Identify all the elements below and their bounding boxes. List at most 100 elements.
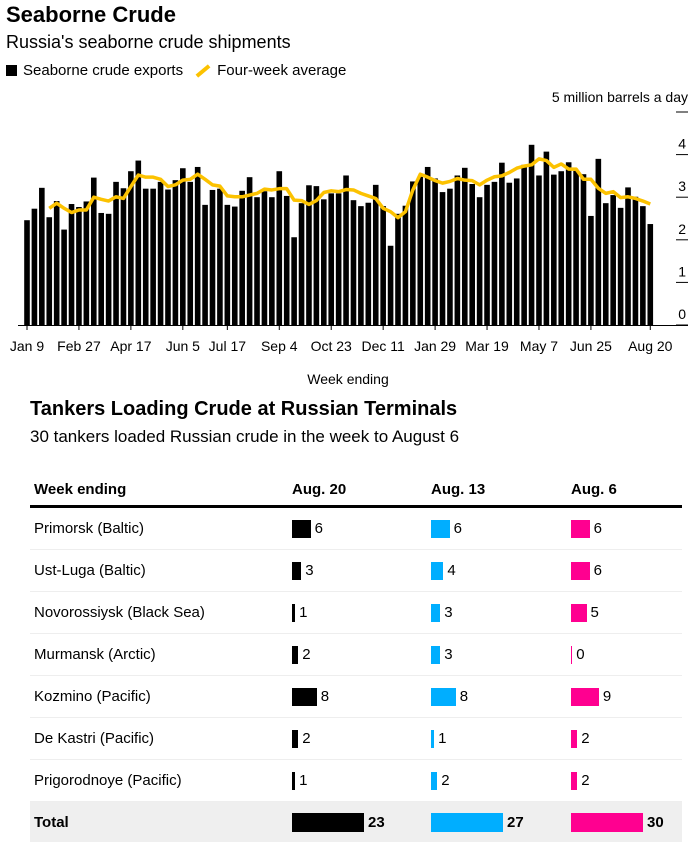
value-bar <box>431 729 435 748</box>
value-cell: 1 <box>292 591 431 634</box>
bar <box>491 181 498 325</box>
table-row: De Kastri (Pacific) 2 1 2 <box>30 717 682 760</box>
value-cell: 3 <box>431 591 571 634</box>
bar <box>580 174 587 325</box>
value-cell: 0 <box>571 633 682 676</box>
terminal-label: Total <box>30 801 292 842</box>
bar <box>358 206 364 325</box>
bar <box>647 224 654 325</box>
value-cell: 30 <box>571 801 682 842</box>
bar <box>595 158 602 325</box>
bar <box>246 177 253 325</box>
bar <box>313 186 320 325</box>
bar <box>269 197 275 325</box>
bar <box>261 191 268 325</box>
header-aug-13: Aug. 13 <box>431 473 571 508</box>
value-bar <box>292 519 311 538</box>
bar <box>461 167 468 325</box>
bar <box>513 178 520 325</box>
bar <box>602 203 609 325</box>
bar <box>217 188 223 325</box>
value-bar <box>292 729 299 748</box>
x-axis-label: Week ending <box>307 371 388 387</box>
terminal-label: Primorsk (Baltic) <box>30 506 292 550</box>
terminal-label: Novorossiysk (Black Sea) <box>30 591 292 634</box>
table-title: Tankers Loading Crude at Russian Termina… <box>30 398 458 420</box>
value-label: 2 <box>581 730 590 747</box>
bar <box>39 187 45 325</box>
bar <box>424 166 431 325</box>
bar <box>98 212 104 325</box>
legend-bars-label: Seaborne crude exports <box>23 62 184 79</box>
bar <box>625 187 631 325</box>
table-row: Murmansk (Arctic) 2 3 0 <box>30 633 682 676</box>
value-bar <box>292 645 299 664</box>
value-bar <box>431 603 441 622</box>
value-label: 3 <box>444 604 453 621</box>
terminal-label: Ust-Luga (Baltic) <box>30 549 292 592</box>
value-label: 2 <box>581 772 590 789</box>
value-cell: 3 <box>292 549 431 592</box>
value-bar <box>571 519 590 538</box>
bar <box>254 197 260 325</box>
value-cell: 2 <box>292 633 431 676</box>
bar <box>558 171 565 325</box>
bar <box>231 206 238 325</box>
x-tick-label: Oct 23 <box>311 338 352 354</box>
bar-chart: 5 million barrels a day 0 1 2 3 4 Jan 9 Feb 27 A… <box>10 89 688 387</box>
value-cell: 6 <box>292 506 431 550</box>
value-bar <box>431 687 456 706</box>
value-cell: 1 <box>292 759 431 802</box>
bar <box>335 193 342 325</box>
bar <box>128 171 134 325</box>
table-header: Week ending Aug. 20 Aug. 13 Aug. 6 <box>30 473 682 508</box>
terminal-label: Kozmino (Pacific) <box>30 675 292 718</box>
bar <box>53 201 60 325</box>
value-label: 6 <box>453 520 462 537</box>
x-tick-label: Aug 20 <box>628 338 673 354</box>
bar <box>83 201 90 325</box>
value-bar <box>431 519 450 538</box>
x-tick-label: Mar 19 <box>465 338 509 354</box>
bar <box>298 203 305 325</box>
bar <box>306 185 312 325</box>
bar <box>224 204 231 325</box>
bar <box>142 188 149 325</box>
four-week-average-line <box>48 157 651 220</box>
y-tick-label: 3 <box>678 178 686 194</box>
bar <box>588 215 594 325</box>
bar <box>372 184 379 325</box>
value-label: 1 <box>438 730 447 747</box>
value-cell: 23 <box>292 801 431 842</box>
value-bar <box>571 687 599 706</box>
table-row: Primorsk (Baltic) 6 6 6 <box>30 506 682 550</box>
value-bar <box>571 771 578 790</box>
value-label: 8 <box>320 688 330 705</box>
bar <box>484 184 490 325</box>
bar <box>165 189 171 325</box>
bar <box>157 181 164 325</box>
unit-label: 5 million barrels a day <box>552 89 688 105</box>
value-label: 4 <box>447 562 456 579</box>
bar <box>506 182 513 325</box>
legend: Seaborne crude exports Four-week average <box>6 62 346 79</box>
bar <box>172 180 179 325</box>
bar <box>476 197 483 325</box>
value-bar <box>431 812 503 832</box>
bar <box>113 181 119 325</box>
bar <box>439 192 446 325</box>
value-cell: 6 <box>431 506 571 550</box>
bar <box>68 204 75 325</box>
value-bar <box>431 645 441 664</box>
value-cell: 4 <box>431 549 571 592</box>
value-bar <box>292 812 364 832</box>
chart-subtitle: Russia's seaborne crude shipments <box>6 32 291 52</box>
value-cell: 2 <box>431 759 571 802</box>
bar <box>239 190 245 325</box>
bar <box>521 164 527 325</box>
value-cell: 1 <box>431 717 571 760</box>
bar <box>76 206 82 325</box>
bar <box>350 200 357 325</box>
value-bar <box>292 687 317 706</box>
value-label: 9 <box>602 688 612 705</box>
